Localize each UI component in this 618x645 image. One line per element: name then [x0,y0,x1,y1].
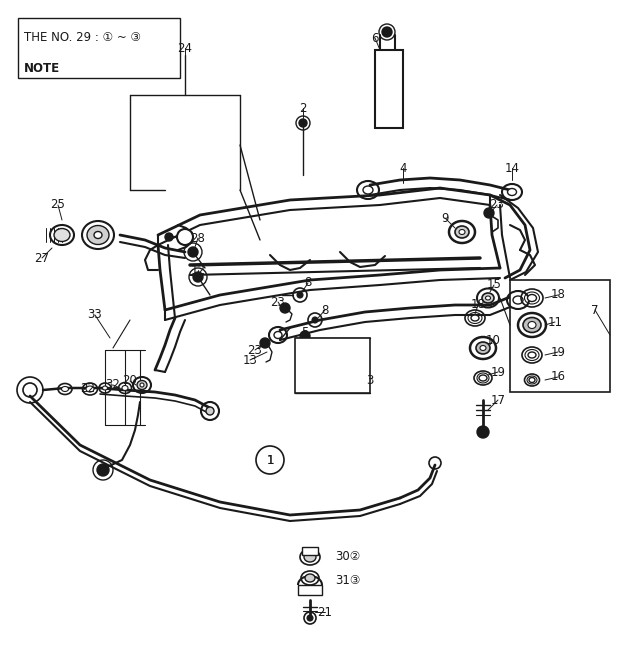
Circle shape [312,317,318,323]
Circle shape [297,292,303,298]
Text: 5: 5 [302,326,308,339]
Ellipse shape [471,315,479,321]
Text: 30②: 30② [335,550,360,564]
Ellipse shape [482,293,494,303]
Bar [295,338,370,393]
Text: 21: 21 [318,606,332,619]
Text: 28: 28 [190,232,205,244]
Ellipse shape [122,386,128,390]
Ellipse shape [523,317,541,333]
Ellipse shape [87,226,109,244]
Ellipse shape [455,226,469,238]
Text: 8: 8 [304,277,311,290]
Ellipse shape [528,295,536,301]
Ellipse shape [86,386,94,392]
Text: 13: 13 [242,353,258,366]
Text: 9: 9 [441,212,449,224]
Text: 27: 27 [35,252,49,264]
Circle shape [188,247,198,257]
Ellipse shape [528,352,536,358]
Circle shape [177,229,193,245]
Text: 23: 23 [248,344,263,357]
Text: 14: 14 [504,161,520,175]
Text: 20: 20 [122,375,137,388]
Circle shape [97,464,109,476]
Bar [510,280,610,392]
Ellipse shape [62,386,69,392]
Ellipse shape [486,296,491,300]
Text: 15: 15 [486,279,501,292]
Circle shape [484,208,494,218]
Circle shape [165,233,173,241]
Ellipse shape [274,332,282,339]
Ellipse shape [140,383,144,387]
Text: 1: 1 [266,453,274,466]
Text: 11: 11 [548,315,562,328]
Bar [302,547,318,555]
Ellipse shape [94,232,102,239]
FancyBboxPatch shape [17,18,180,79]
Text: 3: 3 [366,373,374,386]
Ellipse shape [363,186,373,194]
Text: 17: 17 [491,393,506,406]
Text: 25: 25 [51,199,66,212]
Ellipse shape [304,552,316,562]
Bar [298,585,322,595]
Text: 4: 4 [399,161,407,175]
Text: 2: 2 [299,101,307,115]
Text: 24: 24 [177,41,192,54]
Ellipse shape [103,386,108,390]
Text: 23: 23 [489,199,504,212]
Ellipse shape [137,381,147,390]
Text: 33: 33 [88,308,103,321]
Circle shape [260,338,270,348]
Circle shape [382,27,392,37]
Ellipse shape [529,377,535,382]
Text: 19: 19 [551,346,565,359]
Text: 18: 18 [470,299,485,312]
Text: NOTE: NOTE [23,62,60,75]
Circle shape [307,615,313,621]
Text: 6: 6 [371,32,379,45]
Text: 10: 10 [486,333,501,346]
Text: 7: 7 [591,304,599,317]
Ellipse shape [513,296,523,304]
Ellipse shape [507,188,517,195]
Text: THE NO. 29 : ① ~ ③: THE NO. 29 : ① ~ ③ [23,32,140,45]
Ellipse shape [54,228,70,241]
Ellipse shape [459,230,465,235]
Bar [375,50,403,128]
Text: 12: 12 [190,264,206,277]
Text: 23: 23 [271,295,286,308]
Text: 32: 32 [106,379,121,392]
Ellipse shape [480,346,486,350]
Text: 18: 18 [551,288,565,301]
Text: 1: 1 [266,453,274,466]
Circle shape [299,119,307,127]
Text: 22: 22 [80,381,96,395]
Circle shape [477,426,489,438]
Text: 19: 19 [491,366,506,379]
Circle shape [206,407,214,415]
Ellipse shape [476,342,490,354]
Ellipse shape [479,375,487,381]
Ellipse shape [528,321,536,328]
Text: 16: 16 [551,370,565,384]
Circle shape [193,272,203,282]
Text: 31③: 31③ [335,573,360,586]
Text: 8: 8 [321,304,329,317]
Circle shape [280,303,290,313]
Ellipse shape [305,574,315,582]
Circle shape [300,331,310,341]
